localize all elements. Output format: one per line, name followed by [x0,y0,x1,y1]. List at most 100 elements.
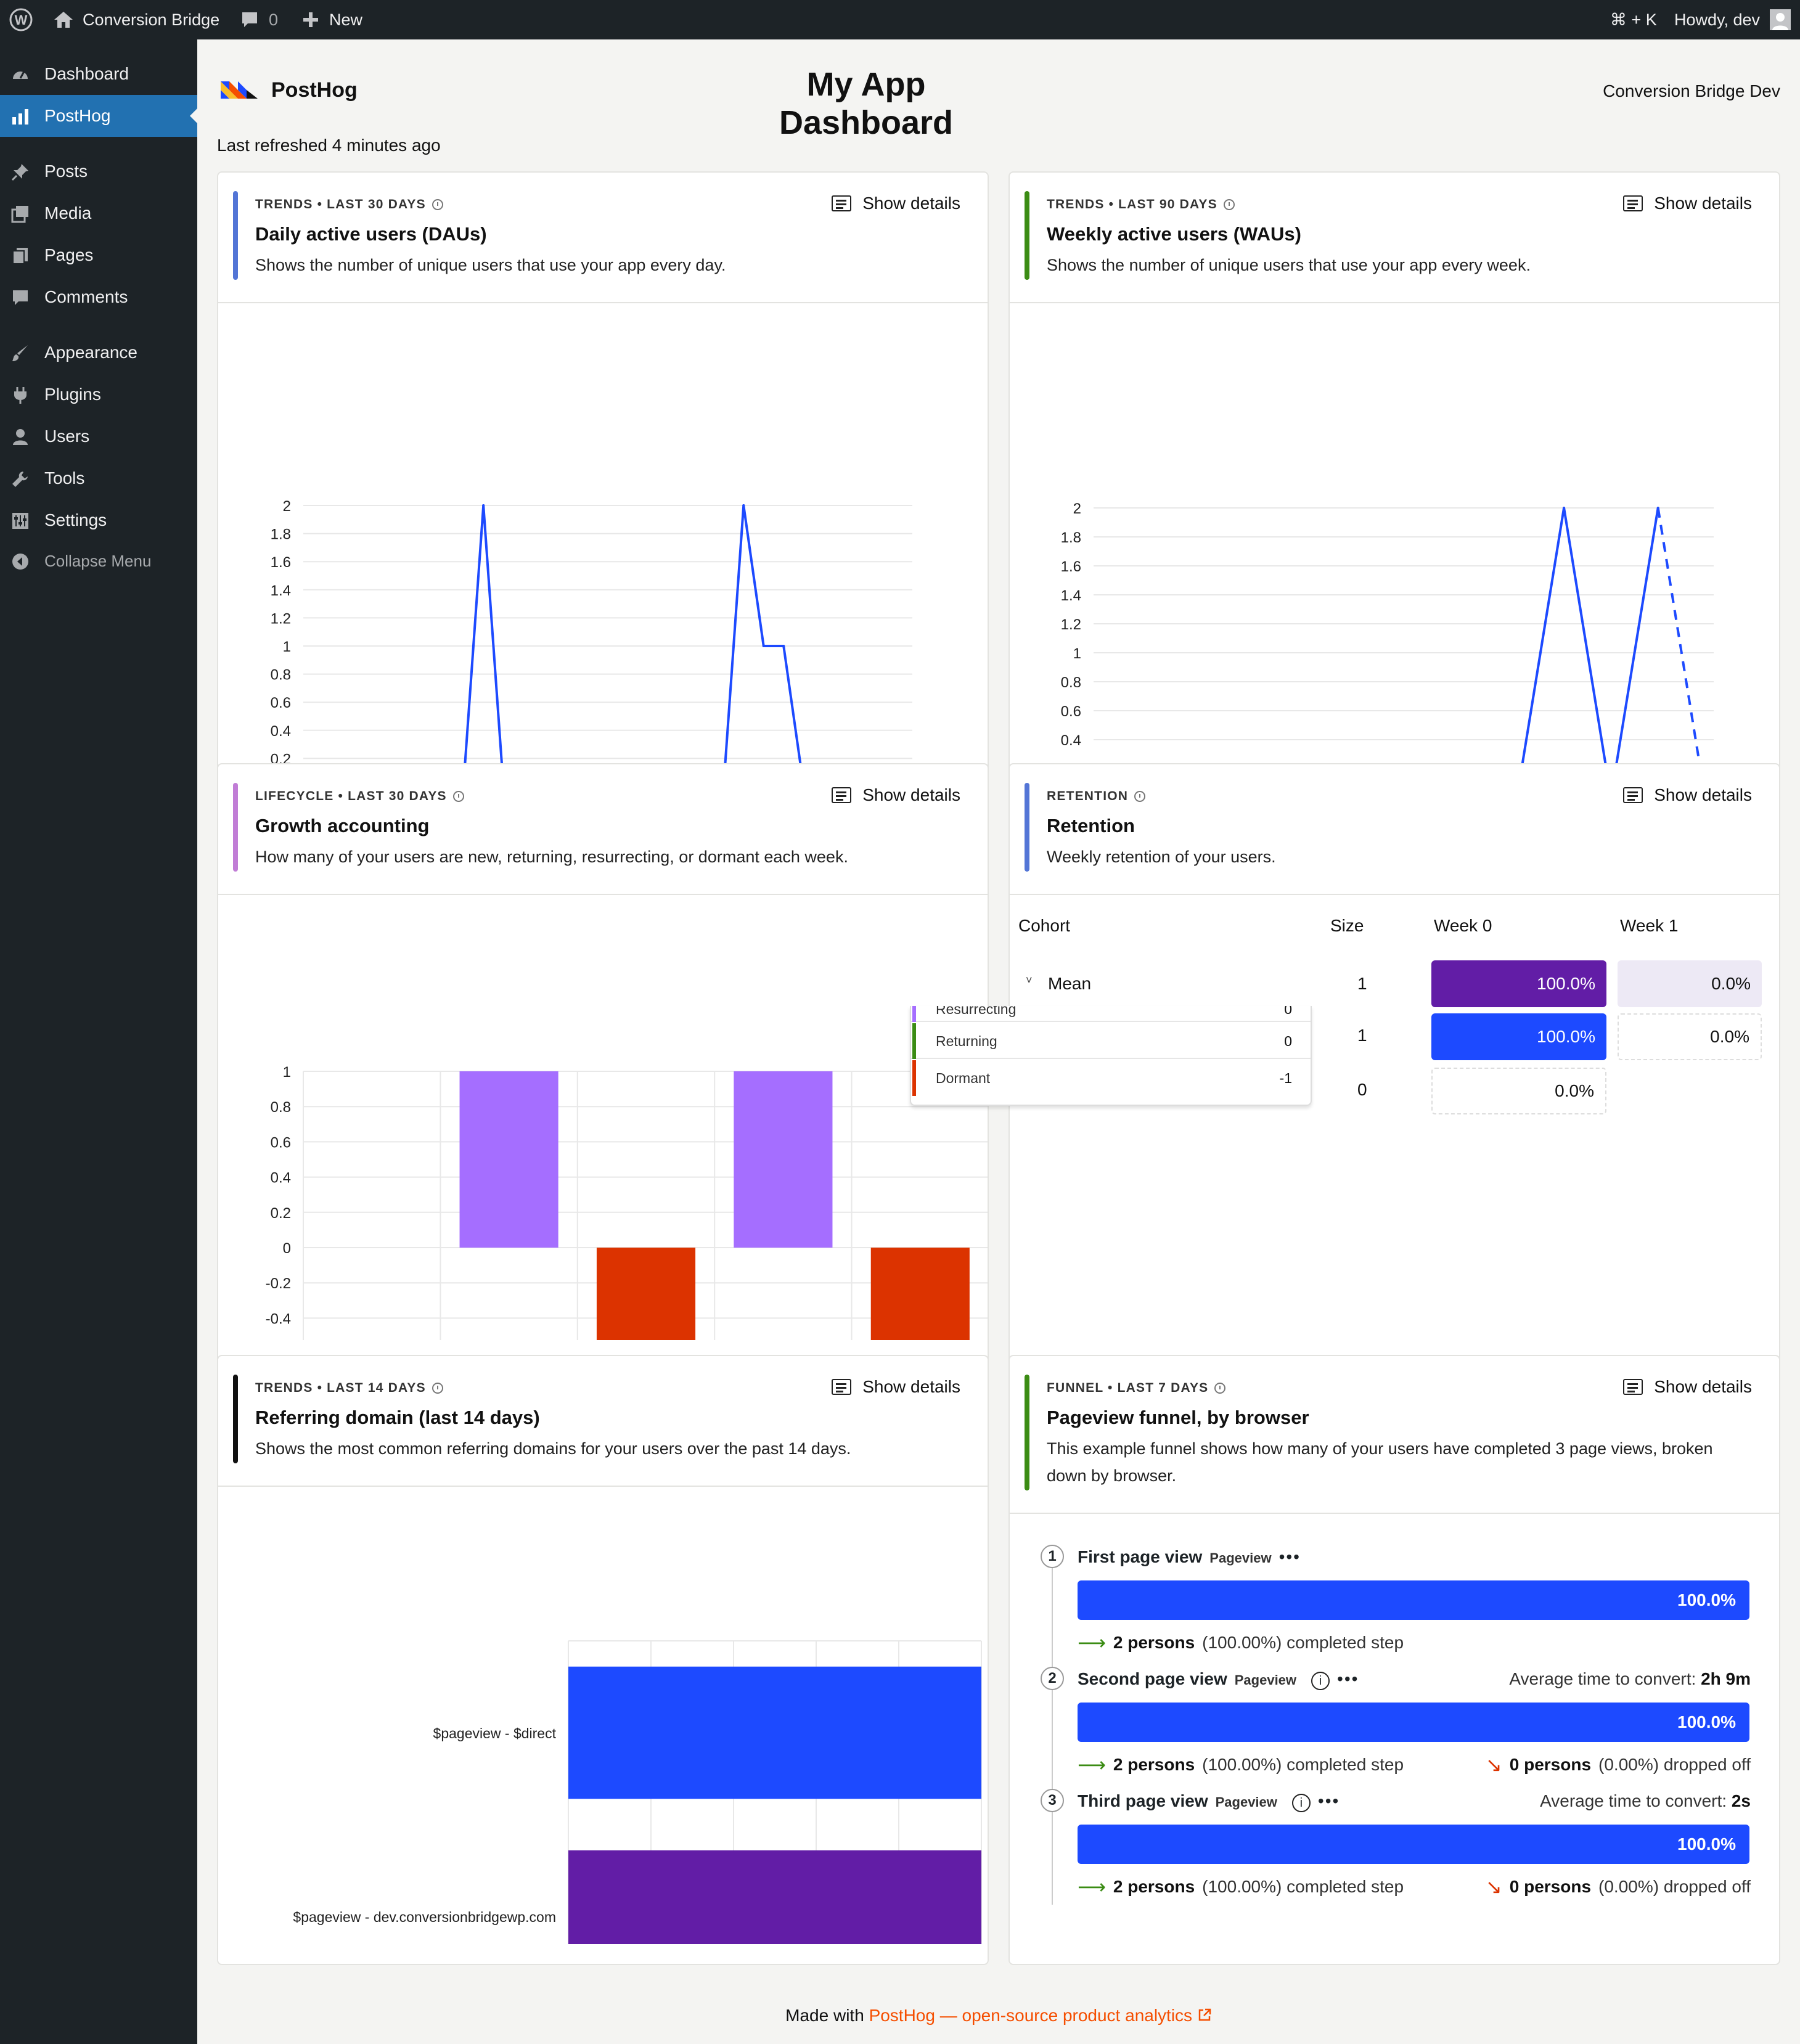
clock-icon [1134,791,1146,802]
sidebar-item-posthog[interactable]: PostHog [0,95,197,137]
y-category-label: $pageview - $direct [433,1725,557,1741]
cohort-row-2-size: 0 [1357,1080,1367,1099]
step-header: First page view Pageview ••• [1078,1547,1301,1567]
card-kicker: TRENDS • LAST 30 DAYS [255,197,443,212]
card-header: TRENDS • LAST 90 DAYS Weekly active user… [1010,173,1779,303]
growth-accounting-card: LIFECYCLE • LAST 30 DAYS Growth accounti… [217,763,989,1373]
kicker-text: TRENDS • LAST 14 DAYS [255,1381,426,1395]
data-point[interactable] [782,645,785,647]
retention-cell-mean-week1: 0.0% [1618,960,1762,1007]
new-content-link[interactable]: New [302,0,362,39]
sidebar-item-label: PostHog [44,106,111,125]
kicker-text: LIFECYCLE • LAST 30 DAYS [255,789,447,803]
card-accent [1025,1375,1029,1490]
sidebar-item-pages[interactable]: Pages [0,234,197,276]
dropped-rest: (0.00%) dropped off [1598,1755,1751,1774]
bar-resurrecting[interactable] [734,1071,833,1248]
data-point[interactable] [1656,507,1659,509]
data-point[interactable] [482,504,485,507]
data-point[interactable] [742,504,745,507]
bar-resurrecting[interactable] [459,1071,558,1248]
command-palette-shortcut[interactable]: ⌘ + K [1610,0,1657,39]
data-point[interactable] [762,645,765,647]
sidebar-item-appearance[interactable]: Appearance [0,332,197,374]
kicker-text: TRENDS • LAST 30 DAYS [255,197,426,211]
y-tick-label: 0.4 [1061,732,1081,749]
user-account-link[interactable]: Howdy, dev [1674,0,1791,39]
retention-mean-row[interactable]: ˅ Mean 1 [1018,960,1770,1007]
tooltip-row: Resurrecting 0 [911,1006,1311,1022]
y-tick-label: 1 [283,639,291,655]
page-title: My App Dashboard [779,66,954,141]
footer-posthog-link[interactable]: PostHog — open-source product analytics [869,2006,1212,2025]
pages-icon [12,248,28,264]
posthog-hedgehog-logo-icon [221,81,258,99]
show-details-button[interactable]: Show details [1623,785,1752,805]
show-details-button[interactable]: Show details [832,785,960,805]
sidebar-item-label: Tools [44,468,85,488]
dau-card: TRENDS • LAST 30 DAYS Daily active users… [217,171,989,782]
show-details-label: Show details [1654,1377,1752,1396]
card-description: Weekly retention of your users. [1047,848,1276,866]
show-details-button[interactable]: Show details [1623,194,1752,213]
sidebar-item-posts[interactable]: Posts [0,150,197,192]
bar-dormant[interactable] [596,1248,696,1340]
sidebar-item-label: Dashboard [44,64,129,83]
bar[interactable] [568,1666,981,1799]
show-details-label: Show details [862,194,960,213]
referring-domain-bar-chart: 00.20.40.60.81$pageview - $direct$pagevi… [293,1640,982,1944]
card-kicker: TRENDS • LAST 90 DAYS [1047,197,1235,212]
data-point[interactable] [1563,507,1566,509]
show-details-button[interactable]: Show details [832,194,960,213]
sidebar-item-plugins[interactable]: Plugins [0,374,197,415]
last-refreshed: Last refreshed 4 minutes ago [217,136,441,155]
plugin-icon [14,387,27,404]
bar-dormant[interactable] [870,1248,970,1340]
avatar [1770,9,1791,30]
sidebar-item-users[interactable]: Users [0,415,197,457]
sidebar-item-dashboard[interactable]: Dashboard [0,53,197,95]
sidebar-item-tools[interactable]: Tools [0,457,197,499]
collapse-menu-button[interactable]: Collapse Menu [0,540,197,582]
card-accent [233,783,238,872]
bar[interactable] [568,1850,981,1944]
funnel-bar[interactable]: 100.0% [1078,1580,1749,1620]
show-details-button[interactable]: Show details [832,1377,960,1397]
more-options-icon[interactable]: ••• [1317,1791,1340,1810]
mean-size: 1 [1357,974,1367,993]
wordpress-logo-icon[interactable]: W [9,0,33,39]
funnel-bar[interactable]: 100.0% [1078,1703,1749,1742]
card-kicker: FUNNEL • LAST 7 DAYS [1047,1381,1226,1396]
site-name-link[interactable]: Conversion Bridge [53,0,219,39]
show-details-button[interactable]: Show details [1623,1377,1752,1397]
step-event: Pageview [1209,1550,1272,1566]
details-icon [832,1379,852,1395]
comment-icon [13,290,28,305]
funnel-bar[interactable]: 100.0% [1078,1825,1749,1864]
info-icon[interactable]: i [1311,1672,1330,1690]
more-options-icon[interactable]: ••• [1278,1547,1301,1566]
comments-link[interactable]: 0 [240,0,278,39]
posthog-logo: PostHog [219,78,358,102]
referring-domain-card: TRENDS • LAST 14 DAYS Referring domain (… [217,1355,989,1965]
sidebar-item-comments[interactable]: Comments [0,276,197,318]
bar-chart-icon [12,109,28,125]
step-header: Third page view Pageview i ••• [1078,1791,1340,1812]
retention-cell-row1-week1: 0.0% [1618,1013,1762,1060]
sidebar-item-media[interactable]: Media [0,192,197,234]
retention-header-week0: Week 0 [1434,916,1492,935]
more-options-icon[interactable]: ••• [1337,1669,1359,1688]
y-tick-label: 0.6 [1061,703,1081,720]
user-icon [13,429,28,445]
avg-label: Average time to convert: [1540,1791,1727,1810]
sidebar-item-label: Pages [44,245,94,264]
tooltip-label: Resurrecting [936,1006,1017,1017]
retention-cell-mean-week0: 100.0% [1431,960,1606,1007]
dau-line-chart: 00.20.40.60.811.21.41.61.8226-Oct-202528… [271,498,912,779]
y-tick-label: 1.8 [271,526,291,543]
legend-swatch [912,1023,916,1059]
y-tick-label: -0.4 [266,1310,291,1327]
sidebar-item-label: Plugins [44,385,101,404]
info-icon[interactable]: i [1291,1794,1311,1812]
sidebar-item-settings[interactable]: Settings [0,499,197,541]
